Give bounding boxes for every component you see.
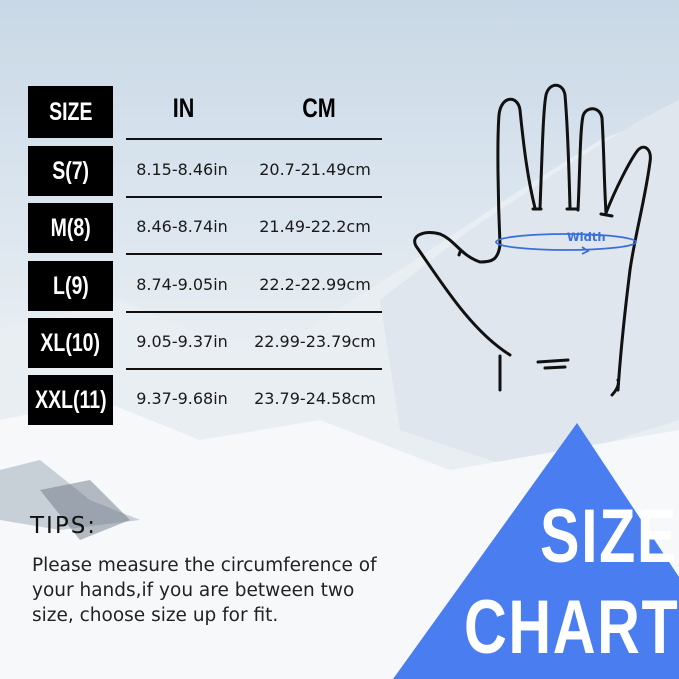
in-header: IN xyxy=(172,93,195,123)
in-cell: 9.37-9.68in xyxy=(136,389,228,408)
cm-cell: 23.79-24.58cm xyxy=(254,389,376,408)
divider xyxy=(126,253,382,255)
banner-line1: SIZE xyxy=(540,494,678,579)
size-header-label: SIZE xyxy=(48,97,93,126)
in-cell: 8.15-8.46in xyxy=(136,160,228,179)
cm-header: CM xyxy=(302,93,336,123)
tips-title: TIPS: xyxy=(30,513,98,539)
size-label: XL(10) xyxy=(40,328,101,357)
size-header-cell: SIZE xyxy=(28,86,113,138)
size-label: M(8) xyxy=(50,213,91,242)
divider xyxy=(126,311,382,313)
divider xyxy=(126,196,382,198)
cm-cell: 22.2-22.99cm xyxy=(259,275,371,294)
cm-cell: 22.99-23.79cm xyxy=(254,332,376,351)
size-label: S(7) xyxy=(52,156,89,185)
in-cell: 8.46-8.74in xyxy=(136,217,228,236)
size-cell: XL(10) xyxy=(28,318,113,368)
banner-line2: CHART xyxy=(464,585,679,670)
divider xyxy=(126,138,382,140)
size-cell: M(8) xyxy=(28,203,113,253)
divider xyxy=(126,368,382,370)
width-label: Width xyxy=(567,230,606,244)
in-cell: 9.05-9.37in xyxy=(136,332,228,351)
size-cell: L(9) xyxy=(28,261,113,311)
width-measure-icon xyxy=(495,233,637,255)
cm-cell: 20.7-21.49cm xyxy=(259,160,371,179)
size-label: XXL(11) xyxy=(34,385,107,414)
size-label: L(9) xyxy=(52,271,89,300)
size-cell: XXL(11) xyxy=(28,375,113,425)
size-cell: S(7) xyxy=(28,146,113,196)
in-cell: 8.74-9.05in xyxy=(136,275,228,294)
tips-body: Please measure the circumference of your… xyxy=(32,555,377,626)
cm-cell: 21.49-22.2cm xyxy=(259,217,371,236)
banner-triangle xyxy=(393,423,679,679)
hand-outline-icon xyxy=(413,83,652,397)
